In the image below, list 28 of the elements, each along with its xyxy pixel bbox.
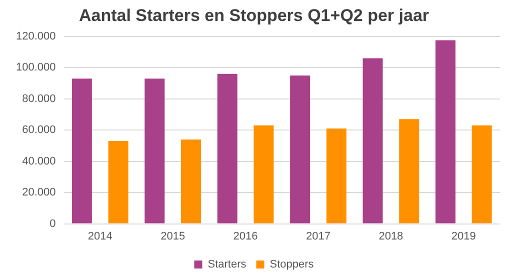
y-tick-label: 60.000 [22, 124, 56, 136]
bar [435, 40, 456, 224]
y-tick-label: 40.000 [22, 155, 56, 168]
chart-title: Aantal Starters en Stoppers Q1+Q2 per jaar [78, 6, 430, 25]
bar [108, 141, 128, 224]
bar [472, 125, 492, 224]
bar [399, 119, 420, 224]
bar [254, 125, 274, 224]
x-tick-label: 2017 [306, 230, 330, 242]
bar [290, 75, 310, 224]
legend-label: Starters [208, 258, 247, 271]
bar [72, 78, 92, 224]
bar [326, 128, 346, 224]
x-tick-label: 2014 [88, 230, 112, 242]
x-tick-label: 2018 [378, 230, 404, 242]
bar [362, 58, 383, 224]
bar [144, 78, 165, 224]
y-tick-label: 80.000 [22, 92, 56, 105]
y-tick-label: 20.000 [22, 186, 56, 199]
legend-label: Stoppers [270, 258, 314, 271]
y-tick-label: 100.000 [16, 62, 56, 74]
x-tick-label: 2015 [160, 230, 186, 242]
x-tick-label: 2016 [233, 230, 258, 242]
bar [181, 139, 201, 224]
bar [217, 74, 238, 224]
x-tick-label: 2019 [451, 230, 476, 242]
y-tick-label: 120.000 [16, 30, 56, 42]
y-tick-label: 0 [50, 218, 56, 230]
